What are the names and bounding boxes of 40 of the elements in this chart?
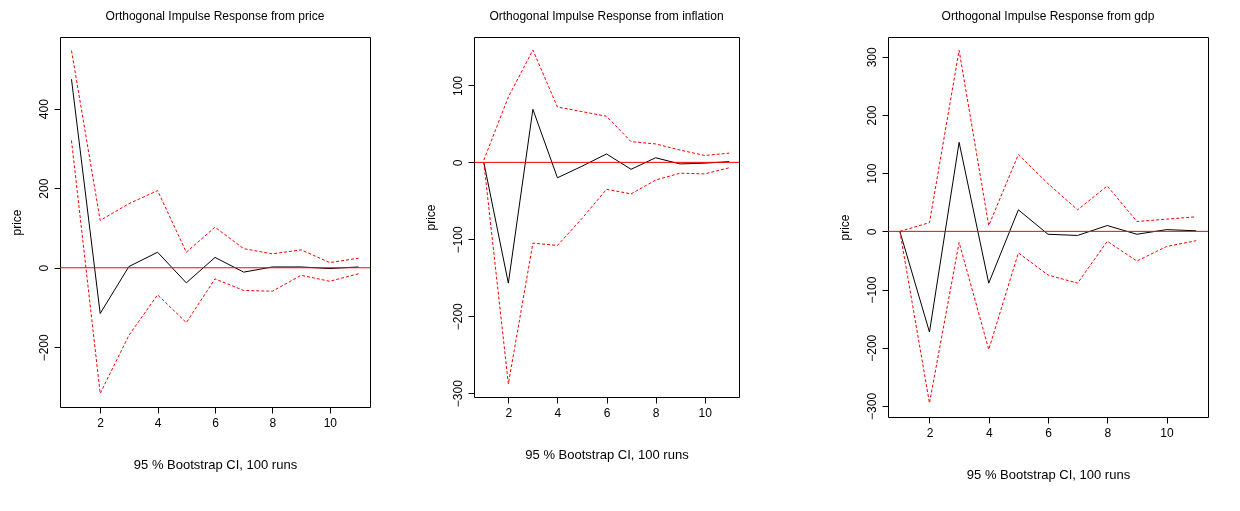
y-axis-title: price: [9, 209, 24, 236]
y-tick-label: −100: [450, 225, 465, 254]
y-tick-label: 100: [864, 163, 879, 184]
y-tick-label: 200: [864, 105, 879, 126]
y-tick-label: 0: [36, 264, 51, 272]
y-tick-label: 200: [36, 178, 51, 199]
x-tick-label: 4: [554, 405, 562, 420]
y-tick-label: 400: [36, 98, 51, 120]
x-tick-label: 2: [505, 405, 513, 420]
x-tick-label: 8: [653, 405, 661, 420]
y-tick-label: 0: [864, 228, 879, 236]
x-tick-label: 10: [1160, 425, 1174, 440]
x-tick-label: 10: [698, 405, 713, 420]
x-axis-title: 95 % Bootstrap CI, 100 runs: [525, 446, 690, 462]
y-axis-title: price: [423, 204, 438, 231]
x-tick-label: 6: [212, 415, 220, 430]
chart-title: Orthogonal Impulse Response from price: [105, 9, 325, 23]
x-tick-label: 8: [1104, 425, 1112, 440]
x-axis-title: 95 % Bootstrap CI, 100 runs: [966, 466, 1131, 482]
y-tick-label: −200: [450, 302, 465, 331]
x-tick-label: 6: [1044, 425, 1052, 440]
y-tick-label: 300: [864, 46, 879, 68]
y-tick-label: −100: [864, 276, 879, 304]
y-axis-title: price: [837, 214, 852, 241]
y-tick-label: −300: [450, 379, 465, 408]
y-tick-label: 100: [450, 75, 465, 96]
y-tick-label: −200: [36, 333, 51, 362]
x-tick-label: 6: [603, 405, 611, 420]
x-tick-label: 8: [269, 415, 277, 430]
chart-title: Orthogonal Impulse Response from gdp: [941, 9, 1155, 23]
x-axis-title: 95 % Bootstrap CI, 100 runs: [133, 456, 298, 472]
x-tick-label: 2: [926, 425, 934, 440]
y-tick-label: −200: [864, 334, 879, 362]
x-tick-label: 4: [154, 415, 162, 430]
y-tick-label: −300: [864, 392, 879, 420]
y-tick-label: 0: [450, 159, 465, 167]
x-tick-label: 4: [985, 425, 993, 440]
chart-title: Orthogonal Impulse Response from inflation: [489, 9, 724, 23]
x-tick-label: 2: [97, 415, 105, 430]
x-tick-label: 10: [323, 415, 338, 430]
